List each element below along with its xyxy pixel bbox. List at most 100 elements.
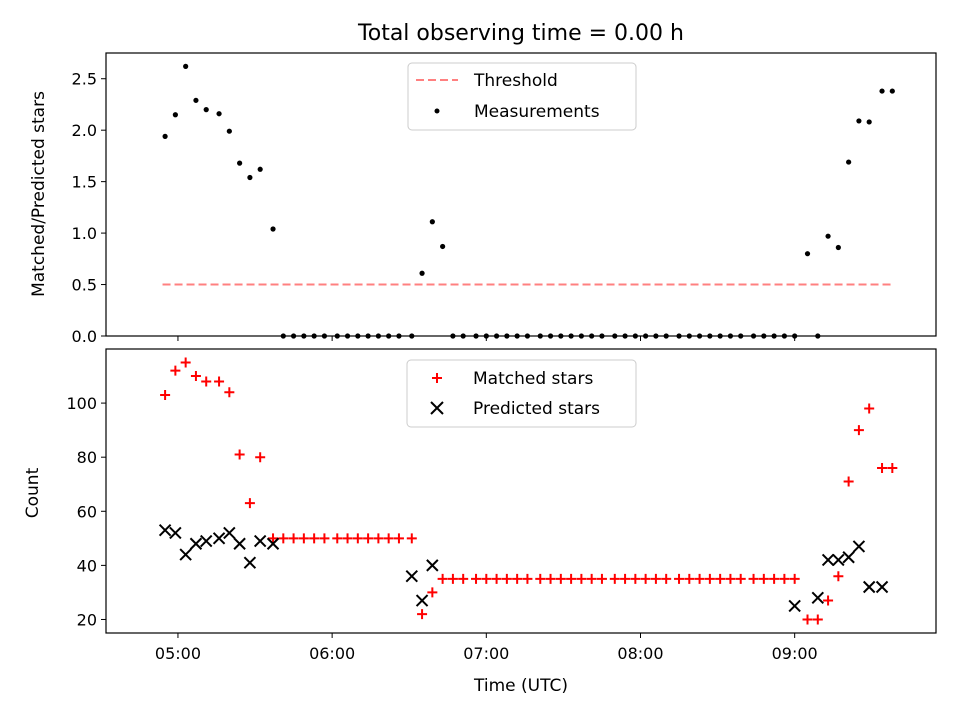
measurement-point (866, 119, 872, 125)
matched-point (332, 533, 343, 544)
matched-point (802, 614, 813, 625)
measurement-point (889, 88, 895, 94)
predicted-point (243, 556, 257, 569)
matched-point (298, 533, 309, 544)
predicted-point (200, 534, 213, 548)
chart-title: Total observing time = 0.00 h (357, 21, 684, 46)
bottom-legend: Matched stars Predicted stars (406, 359, 637, 428)
matched-point (789, 573, 800, 584)
matched-point (853, 425, 864, 436)
threshold-legend-label: Threshold (473, 71, 558, 91)
predicted-point (426, 559, 439, 572)
predicted-point (415, 594, 429, 607)
matched-point (352, 533, 363, 544)
matched-point (491, 573, 502, 584)
predicted-point (189, 537, 203, 550)
x-tick-label: 06:00 (309, 644, 355, 663)
top-y-tick-label: 0.5 (72, 276, 97, 295)
measurement-point (257, 166, 263, 172)
measurement-point (419, 270, 425, 276)
bottom-y-tick-label: 80 (77, 448, 97, 467)
matched-point (214, 376, 225, 387)
matched-point (342, 533, 353, 544)
matched-point (458, 573, 469, 584)
measurement-point (247, 174, 253, 181)
top-y-tick-label: 1.0 (72, 224, 97, 243)
matched-point (190, 371, 201, 382)
measurement-point (846, 159, 852, 165)
predicted-point (233, 537, 246, 550)
matched-legend-label: Matched stars (473, 369, 593, 389)
matched-point (234, 449, 245, 460)
predicted-point (212, 532, 226, 545)
matched-point (609, 573, 620, 584)
matched-point (576, 573, 587, 584)
matched-point (758, 573, 769, 584)
predicted-point (862, 580, 876, 594)
bottom-y-tick-label: 20 (77, 610, 97, 629)
x-tick-label: 08:00 (617, 644, 663, 663)
bottom-y-tick-label: 100 (66, 394, 97, 413)
measurements-legend-label: Measurements (474, 102, 600, 122)
matched-point (864, 403, 875, 414)
matched-point (640, 573, 651, 584)
matched-point (406, 533, 417, 544)
predicted-legend-swatch (430, 401, 444, 415)
measurement-point (804, 251, 811, 257)
matched-point (522, 573, 533, 584)
measurement-point (825, 233, 831, 239)
predicted-point (788, 599, 801, 613)
matched-point (255, 452, 266, 463)
matched-point (674, 573, 685, 584)
predicted-point (253, 534, 267, 548)
matched-point (661, 573, 672, 584)
predicted-point (875, 580, 889, 594)
matched-point (268, 533, 279, 544)
matched-point (843, 476, 854, 487)
measurement-point (440, 243, 446, 250)
matched-point (471, 573, 482, 584)
matched-point (555, 573, 566, 584)
predicted-point (179, 548, 192, 561)
predicted-point (266, 537, 280, 550)
matched-point (779, 573, 790, 584)
measurement-point (856, 118, 862, 124)
matched-point (512, 573, 523, 584)
matched-point (684, 573, 695, 584)
predicted-point (842, 551, 855, 564)
bottom-panel: 20 40 60 80 100 05:00 06:00 07:00 08:00 09:00 (66, 357, 898, 663)
matched-point (812, 614, 823, 625)
matched-point (417, 609, 428, 620)
matched-point (596, 573, 607, 584)
matched-point (437, 573, 448, 584)
measurement-point (162, 133, 168, 139)
top-legend-box (407, 62, 637, 131)
top-y-tick-label: 0.0 (72, 327, 97, 346)
top-y-tick-label: 2.5 (72, 70, 97, 89)
bottom-axes-frame (105, 348, 937, 634)
top-y-axis-label: Matched/Predicted stars (29, 91, 49, 297)
matched-point (566, 573, 577, 584)
predicted-point (811, 591, 825, 605)
matched-point (769, 573, 780, 584)
matched-point (748, 573, 759, 584)
matched-point (363, 533, 374, 544)
predicted-point (852, 540, 866, 553)
matched-point (447, 573, 458, 584)
matched-point (170, 365, 181, 376)
matched-point (823, 595, 834, 606)
matched-point (309, 533, 320, 544)
measurement-point (193, 97, 199, 103)
x-axis-label: Time (UTC) (473, 676, 568, 696)
top-axes-frame (105, 52, 937, 337)
matched-point (715, 573, 726, 584)
predicted-point (158, 524, 172, 537)
matched-point (319, 533, 330, 544)
matched-point (586, 573, 597, 584)
measurement-point (879, 88, 885, 94)
x-tick-label: 05:00 (155, 644, 201, 663)
matched-point (201, 376, 212, 387)
matched-point (288, 533, 299, 544)
bottom-y-tick-label: 40 (77, 556, 97, 575)
matched-point (725, 573, 736, 584)
